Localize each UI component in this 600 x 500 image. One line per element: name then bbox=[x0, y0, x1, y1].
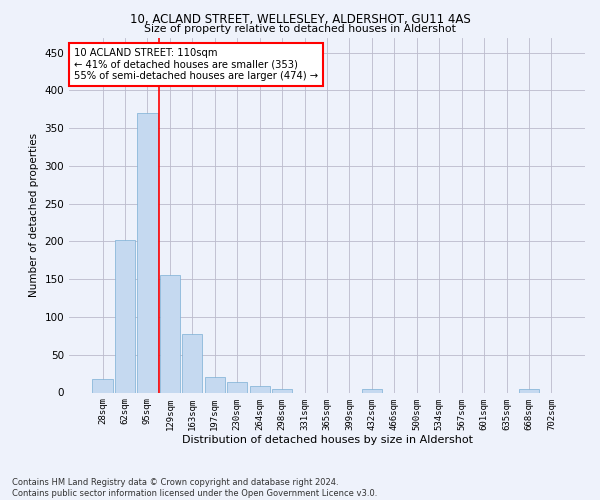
Bar bbox=[205, 376, 225, 392]
Bar bbox=[519, 388, 539, 392]
Bar bbox=[227, 382, 247, 392]
Bar bbox=[182, 334, 202, 392]
X-axis label: Distribution of detached houses by size in Aldershot: Distribution of detached houses by size … bbox=[182, 435, 473, 445]
Text: 10, ACLAND STREET, WELLESLEY, ALDERSHOT, GU11 4AS: 10, ACLAND STREET, WELLESLEY, ALDERSHOT,… bbox=[130, 12, 470, 26]
Bar bbox=[115, 240, 135, 392]
Bar bbox=[272, 388, 292, 392]
Text: Size of property relative to detached houses in Aldershot: Size of property relative to detached ho… bbox=[144, 24, 456, 34]
Bar bbox=[362, 388, 382, 392]
Bar bbox=[250, 386, 270, 392]
Bar bbox=[137, 113, 158, 392]
Bar bbox=[92, 379, 113, 392]
Y-axis label: Number of detached properties: Number of detached properties bbox=[29, 133, 39, 297]
Text: Contains HM Land Registry data © Crown copyright and database right 2024.
Contai: Contains HM Land Registry data © Crown c… bbox=[12, 478, 377, 498]
Text: 10 ACLAND STREET: 110sqm
← 41% of detached houses are smaller (353)
55% of semi-: 10 ACLAND STREET: 110sqm ← 41% of detach… bbox=[74, 48, 318, 82]
Bar bbox=[160, 276, 180, 392]
